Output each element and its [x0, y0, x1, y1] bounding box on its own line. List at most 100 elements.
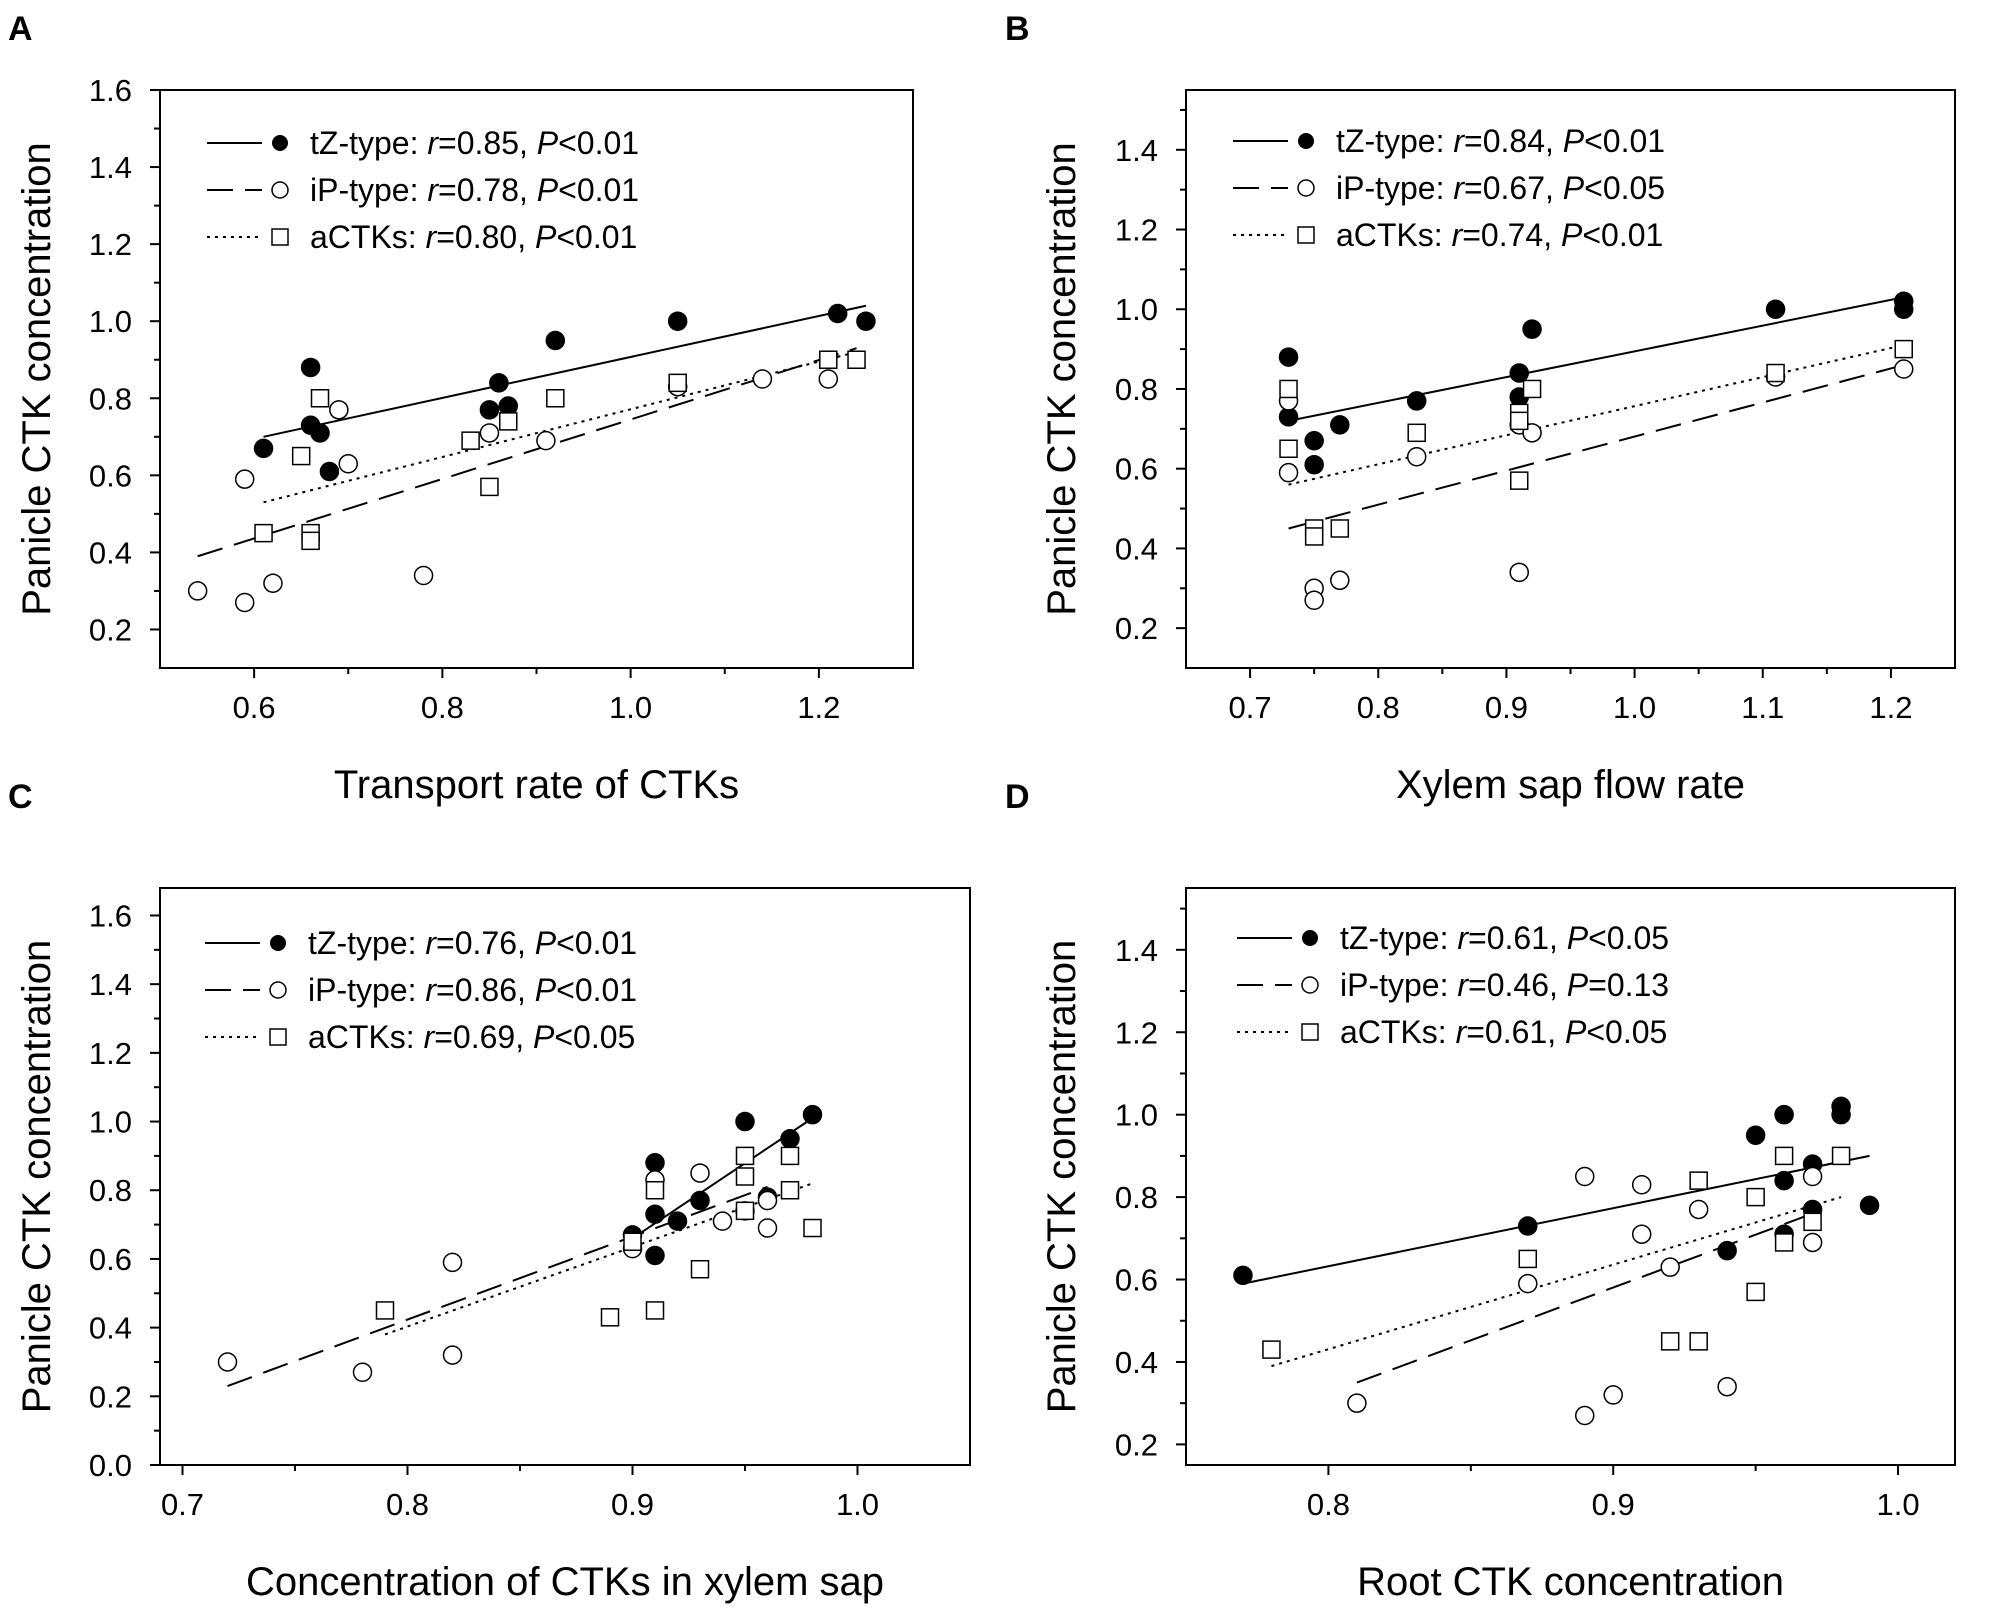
legend-p: P [535, 925, 557, 961]
point-ip [1278, 462, 1299, 483]
legend-label-actk: aCTKs: r=0.61, P<0.05 [1340, 1014, 1667, 1050]
legend-marker-ip [269, 981, 287, 999]
point-actk [645, 1301, 665, 1320]
point-actk [735, 1167, 755, 1186]
point-actk [668, 373, 687, 393]
legend-marker-tz [1298, 133, 1314, 149]
fit-line-ip [227, 1185, 768, 1387]
legend-r-value: =0.76, [436, 925, 535, 961]
x-tick-label: 0.9 [1485, 690, 1528, 725]
legend-r-value: =0.84, [1464, 123, 1563, 159]
x-axis-title: Transport rate of CTKs [334, 763, 739, 807]
y-tick-label: 0.6 [1115, 1263, 1158, 1298]
point-tz [1304, 431, 1324, 451]
x-tick-label: 0.8 [386, 1487, 429, 1522]
point-actk [600, 1308, 620, 1327]
point-ip [1574, 1166, 1595, 1187]
legend-p: P [535, 972, 557, 1008]
point-tz [1765, 299, 1786, 319]
legend-marker-actk [1297, 226, 1315, 244]
legend-marker-actk [1301, 1023, 1319, 1041]
point-tz [319, 461, 340, 482]
legend-marker-actk [271, 228, 289, 246]
y-tick-label: 1.6 [89, 73, 132, 108]
legend-name: iP-type [308, 972, 408, 1008]
point-tz [1278, 347, 1299, 367]
legend-label-ip: iP-type: r=0.46, P=0.13 [1340, 967, 1669, 1003]
legend-r-value: =0.69, [434, 1019, 533, 1055]
panel-letter: A [8, 10, 33, 48]
y-tick-label: 0.2 [89, 1379, 132, 1414]
y-tick-label: 1.2 [1115, 1015, 1158, 1050]
point-tz [300, 357, 321, 378]
point-actk [1746, 1282, 1765, 1302]
y-axis-title: Panicle CTK concentration [1040, 940, 1084, 1414]
point-tz [667, 1211, 688, 1231]
y-axis-title: Panicle CTK concentration [15, 142, 59, 616]
x-tick-label: 0.9 [1592, 1487, 1635, 1522]
fit-line-actk [1288, 344, 1904, 486]
fit-line-ip [1356, 1212, 1813, 1384]
legend-p-value: <0.01 [1582, 217, 1663, 253]
legend-r-value: =0.67, [1464, 170, 1563, 206]
fit-line-tz [1242, 1154, 1870, 1285]
legend-stat-text: : [408, 219, 426, 255]
point-actk [301, 531, 320, 551]
point-ip [234, 469, 255, 489]
legend-p: P [1567, 967, 1589, 1003]
legend-p-value: <0.05 [1588, 920, 1669, 956]
point-tz [690, 1190, 710, 1211]
legend-r-value: =0.46, [1468, 967, 1567, 1003]
y-tick-label: 1.6 [89, 898, 132, 933]
legend-marker-tz [270, 935, 286, 951]
point-ip [1631, 1224, 1652, 1244]
point-ip [187, 581, 208, 601]
y-tick-label: 0.6 [1115, 452, 1158, 487]
point-actk [819, 350, 838, 369]
point-tz [1893, 299, 1914, 319]
point-ip [1802, 1166, 1823, 1187]
y-tick-label: 1.0 [1115, 292, 1158, 327]
legend-marker-ip [1297, 179, 1315, 197]
point-tz [1745, 1125, 1766, 1146]
legend-stat-text: : [1434, 217, 1452, 253]
x-tick-label: 0.6 [233, 690, 276, 725]
fit-line-ip [1288, 364, 1904, 530]
x-tick-label: 0.7 [1229, 690, 1272, 725]
y-tick-label: 1.0 [89, 304, 132, 339]
legend-label-actk: aCTKs: r=0.74, P<0.01 [1336, 217, 1663, 253]
point-ip [1688, 1199, 1709, 1220]
point-tz [1859, 1195, 1880, 1216]
legend-p: P [537, 172, 559, 208]
legend-r-value: =0.78, [438, 172, 537, 208]
point-ip [712, 1211, 733, 1231]
point-tz [667, 311, 688, 331]
point-actk [645, 1180, 665, 1200]
point-ip [1893, 359, 1914, 379]
legend-label-ip: iP-type: r=0.86, P<0.01 [308, 972, 637, 1008]
point-actk [623, 1232, 642, 1252]
point-tz [489, 373, 509, 393]
legend-p: P [535, 219, 557, 255]
y-tick-label: 0.8 [1115, 372, 1158, 407]
point-actk [1509, 411, 1529, 431]
point-ip [442, 1345, 463, 1365]
y-tick-label: 0.8 [89, 1173, 132, 1208]
point-actk [1509, 471, 1529, 490]
y-tick-label: 1.2 [89, 227, 132, 262]
legend-stat-text: : [408, 925, 426, 961]
point-ip [352, 1362, 373, 1383]
point-ip [1631, 1174, 1652, 1195]
y-tick-label: 0.4 [89, 1311, 132, 1346]
panel-a: A 0.6 0.8 1.0 1.2 0.2 0.4 0.6 0.8 1.0 1.2 1.4 1.6 Tra… [8, 10, 914, 807]
y-tick-label: 0.4 [1115, 531, 1158, 566]
point-actk [690, 1259, 710, 1279]
legend-p-value: <0.01 [556, 925, 637, 961]
point-actk [1766, 363, 1785, 383]
point-actk [310, 389, 330, 408]
legend-name: aCTKs [1340, 1014, 1438, 1050]
legend-r: r [426, 219, 438, 255]
legend-p-value: <0.01 [556, 972, 637, 1008]
